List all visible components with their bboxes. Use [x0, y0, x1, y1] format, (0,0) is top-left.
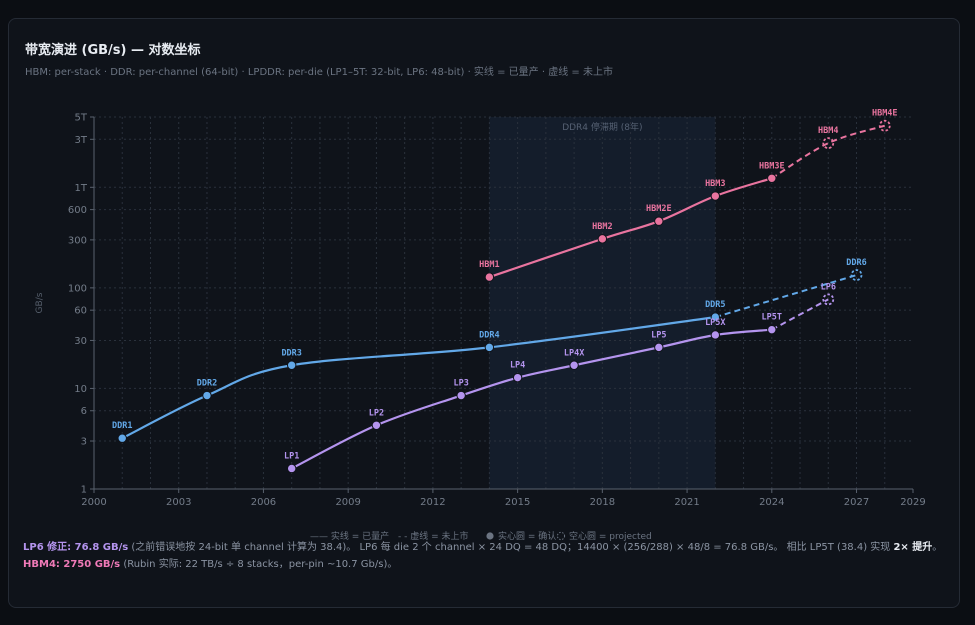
- x-tick-label: 2015: [505, 497, 530, 508]
- point-label-lp5: LP5: [651, 330, 666, 340]
- point-label-ddr6: DDR6: [846, 258, 866, 268]
- y-tick-label: 100: [68, 283, 87, 294]
- x-tick-label: 2029: [900, 497, 925, 508]
- point-lp3: [456, 390, 466, 401]
- point-label-lp5t: LP5T: [762, 313, 782, 323]
- legend-hollow-circle: [556, 531, 566, 541]
- point-label-hbm1: HBM1: [479, 260, 499, 270]
- point-hbm3: [710, 191, 721, 201]
- y-tick-label: 3: [81, 437, 87, 448]
- note-lp6-label: LP6 修正: 76.8 GB/s: [23, 542, 129, 553]
- legend-filled-circle: [486, 532, 494, 540]
- point-label-lp4x: LP4X: [564, 348, 584, 358]
- y-tick-label: 600: [68, 205, 87, 216]
- point-label-lp1: LP1: [284, 451, 299, 461]
- legend-solid-label: —— 实线 = 已量产: [310, 530, 389, 542]
- y-tick-label: 30: [74, 336, 87, 347]
- ddr-line-projected: [715, 274, 857, 319]
- point-label-lp2: LP2: [369, 408, 384, 418]
- note-hbm4-text: (Rubin 实际: 22 TB/s ÷ 8 stacks，per-pin ~1…: [120, 559, 398, 570]
- point-ddr2: [202, 390, 212, 401]
- note-lp6-strong: 2× 提升: [893, 542, 933, 553]
- y-tick-label: 6: [81, 406, 87, 417]
- point-ddr5: [710, 312, 721, 322]
- ddr-line-confirmed: [121, 316, 716, 440]
- x-tick-label: 2006: [251, 497, 276, 508]
- note-hbm4: HBM4: 2750 GB/s (Rubin 实际: 22 TB/s ÷ 8 s…: [23, 555, 397, 570]
- point-hbm2e: [654, 216, 664, 226]
- hbm-line-projected: [771, 124, 886, 180]
- point-ddr3: [286, 360, 297, 370]
- chart-subtitle: HBM: per-stack · DDR: per-channel (64-bi…: [25, 67, 613, 78]
- point-ddr4: [484, 342, 495, 353]
- point-label-hbm4: HBM4: [818, 126, 838, 136]
- y-tick-label: 5T: [75, 113, 88, 124]
- x-tick-label: 2021: [674, 497, 699, 508]
- point-label-hbm2: HBM2: [592, 222, 612, 232]
- point-label-lp5x: LP5X: [705, 318, 725, 328]
- x-tick-label: 2009: [335, 497, 360, 508]
- point-hbm2: [597, 234, 608, 244]
- y-tick-label: 3T: [75, 135, 88, 146]
- point-lp1: [286, 463, 297, 474]
- point-label-hbm4e: HBM4E: [872, 109, 898, 119]
- point-hbm3e: [767, 173, 777, 183]
- legend-dashed-label: - - 虚线 = 未上市: [398, 530, 468, 542]
- point-lp4: [512, 372, 523, 383]
- x-tick-label: 2012: [420, 497, 445, 508]
- point-label-ddr3: DDR3: [281, 348, 301, 358]
- point-ddr1: [117, 433, 127, 443]
- point-label-ddr1: DDR1: [112, 421, 132, 431]
- point-lp6: [822, 293, 835, 306]
- note-lp6-text-b: 。: [932, 542, 943, 553]
- point-hbm4: [822, 137, 835, 150]
- point-label-lp6: LP6: [821, 282, 836, 292]
- point-label-hbm2e: HBM2E: [646, 204, 672, 214]
- x-tick-label: 2027: [844, 497, 869, 508]
- point-label-hbm3: HBM3: [705, 179, 725, 189]
- point-lp4x: [569, 360, 579, 370]
- point-label-hbm3e: HBM3E: [759, 161, 785, 171]
- point-hbm1: [484, 272, 495, 282]
- note-lp6: LP6 修正: 76.8 GB/s (之前错误地按 24-bit 单 chann…: [23, 538, 942, 553]
- y-tick-label: 10: [74, 384, 87, 395]
- y-tick-label: 300: [68, 235, 87, 246]
- x-tick-label: 2024: [759, 497, 784, 508]
- point-lp5x: [710, 330, 721, 340]
- chart-title: 带宽演进 (GB/s) — 对数坐标: [25, 43, 201, 58]
- note-lp6-text-a: (之前错误地按 24-bit 单 channel 计算为 38.4)。 LP6 …: [128, 542, 894, 553]
- note-hbm4-label: HBM4: 2750 GB/s: [23, 559, 121, 570]
- point-lp5: [654, 342, 664, 353]
- point-label-ddr4: DDR4: [479, 330, 499, 340]
- point-label-ddr5: DDR5: [705, 300, 725, 310]
- y-axis-title: GB/s: [35, 292, 45, 313]
- point-label-lp4: LP4: [510, 361, 525, 371]
- y-tick-label: 1: [81, 485, 87, 496]
- point-label-lp3: LP3: [453, 379, 468, 389]
- point-lp2: [371, 420, 382, 430]
- y-tick-label: 60: [74, 306, 87, 317]
- point-hbm4e: [878, 119, 891, 132]
- point-lp5t: [767, 324, 777, 335]
- point-ddr6: [850, 269, 863, 281]
- x-tick-label: 2018: [590, 497, 615, 508]
- legend-filled-label: 实心圆 = 确认: [498, 530, 556, 542]
- point-label-ddr2: DDR2: [197, 379, 217, 389]
- y-tick-label: 1T: [75, 183, 88, 194]
- legend-hollow-label: 空心圆 = projected: [569, 530, 652, 542]
- x-tick-label: 2003: [166, 497, 191, 508]
- x-tick-label: 2000: [81, 497, 106, 508]
